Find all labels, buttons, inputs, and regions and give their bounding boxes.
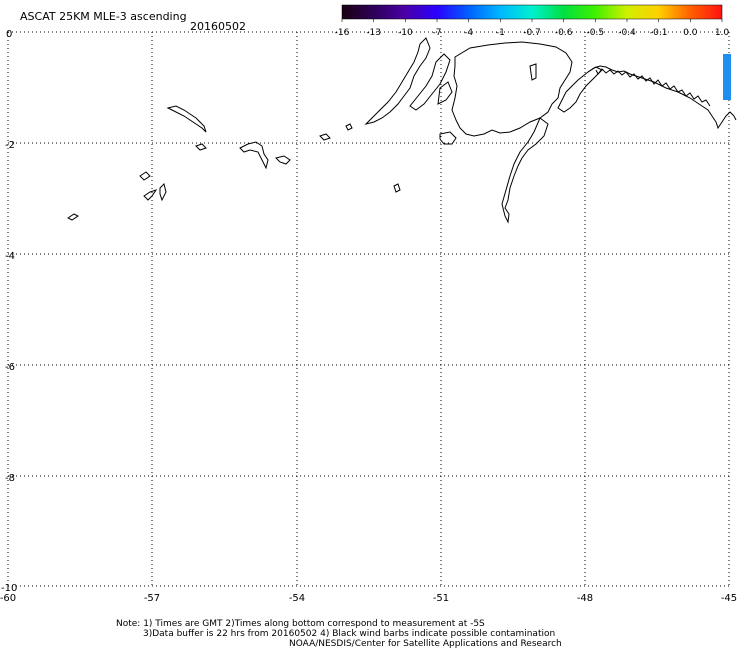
northeast-coastline bbox=[587, 65, 737, 130]
y-tick-label: -10 bbox=[1, 583, 17, 594]
colorbar-label: -0.5 bbox=[587, 28, 605, 38]
amazon-channel-outline bbox=[437, 81, 453, 105]
x-tick-label: -57 bbox=[144, 593, 160, 604]
colorbar-gradient bbox=[341, 4, 723, 20]
note-line-1: Note: 1) Times are GMT 2)Times along bot… bbox=[116, 619, 485, 629]
colorbar-label: -0.4 bbox=[618, 28, 636, 38]
coast-fragment bbox=[139, 171, 151, 181]
colorbar-label: -16 bbox=[335, 28, 350, 38]
marajo-island-outline bbox=[451, 41, 573, 137]
colorbar-label: -4 bbox=[464, 28, 473, 38]
tocantins-outline bbox=[557, 66, 603, 113]
coastline bbox=[67, 37, 737, 224]
colorbar-label: -0.6 bbox=[555, 28, 573, 38]
note-line-3: NOAA/NESDIS/Center for Satellite Applica… bbox=[289, 639, 562, 649]
coast-fragment bbox=[529, 63, 537, 81]
wind-swath-segment bbox=[723, 54, 731, 100]
y-axis-ticks: 0 -2 -4 -6 -8 -10 bbox=[1, 29, 17, 594]
x-tick-label: -45 bbox=[721, 593, 737, 604]
y-tick-label: -2 bbox=[5, 140, 15, 151]
para-river-outline bbox=[501, 117, 549, 224]
colorbar-label: -1 bbox=[496, 28, 505, 38]
river-island-outline bbox=[439, 131, 457, 145]
colorbar-label: -13 bbox=[366, 28, 381, 38]
coast-fragment bbox=[239, 141, 269, 170]
coast-fragment bbox=[345, 123, 353, 131]
coast-fragment bbox=[393, 183, 401, 193]
note-line-2: 3)Data buffer is 22 hrs from 20160502 4)… bbox=[143, 629, 555, 639]
lat-lon-grid bbox=[7, 31, 730, 587]
x-tick-label: -51 bbox=[433, 593, 449, 604]
x-axis-ticks: -60 -57 -54 -51 -48 -45 bbox=[0, 593, 737, 604]
coast-fragment bbox=[166, 105, 207, 133]
colorbar-label: -0.7 bbox=[523, 28, 541, 38]
colorbar: -16 -13 -10 -7 -4 -1 -0.7 -0.6 -0.5 -0.4 -0.1 0.0 1.… bbox=[335, 4, 730, 38]
y-tick-label: 0 bbox=[6, 29, 12, 40]
coast-fragment bbox=[159, 183, 167, 202]
y-tick-label: -8 bbox=[5, 473, 15, 484]
amazon-channel-outline bbox=[364, 37, 431, 125]
x-tick-label: -60 bbox=[0, 593, 16, 604]
coast-fragment bbox=[67, 213, 79, 221]
colorbar-label: -10 bbox=[398, 28, 413, 38]
coast-fragment bbox=[275, 155, 291, 165]
y-tick-label: -6 bbox=[5, 362, 15, 373]
colorbar-label: -7 bbox=[433, 28, 442, 38]
colorbar-label: -0.1 bbox=[650, 28, 668, 38]
colorbar-label: 1.0 bbox=[715, 28, 730, 38]
colorbar-label: 0.0 bbox=[683, 28, 698, 38]
map-date: 20160502 bbox=[190, 20, 246, 33]
x-tick-label: -54 bbox=[289, 593, 305, 604]
x-tick-label: -48 bbox=[577, 593, 593, 604]
coast-fragment bbox=[143, 189, 158, 201]
coast-fragment bbox=[319, 133, 331, 141]
map-title: ASCAT 25KM MLE-3 ascending bbox=[20, 10, 187, 23]
y-tick-label: -4 bbox=[5, 251, 15, 262]
amazon-channel-outline bbox=[409, 53, 451, 111]
coast-ruffle bbox=[595, 68, 711, 107]
coast-fragment bbox=[195, 143, 207, 151]
